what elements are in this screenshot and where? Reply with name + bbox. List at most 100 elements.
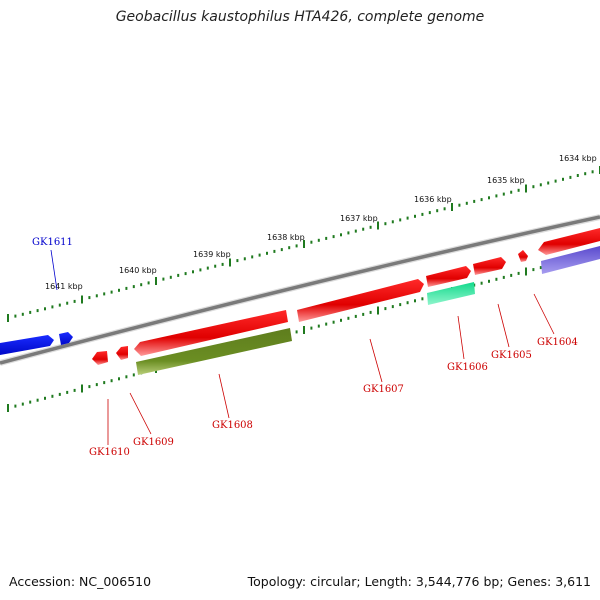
outer-minor-tick xyxy=(169,275,172,279)
gene-gk1611[interactable] xyxy=(0,332,73,355)
outer-minor-tick xyxy=(562,177,564,181)
inner-minor-tick xyxy=(362,312,365,316)
inner-major-tick xyxy=(81,384,83,393)
gene-gk1608-product[interactable] xyxy=(136,328,292,375)
outer-minor-tick xyxy=(236,259,239,263)
outer-major-tick xyxy=(229,258,231,267)
outer-minor-tick xyxy=(243,257,246,261)
outer-minor-tick xyxy=(214,264,217,268)
inner-minor-tick xyxy=(66,390,69,394)
outer-minor-tick xyxy=(147,281,150,285)
inner-minor-tick xyxy=(510,273,513,277)
outer-major-tick xyxy=(155,277,157,285)
outer-minor-tick xyxy=(310,240,313,244)
label-gk1610: GK1610 xyxy=(89,447,130,458)
inner-minor-tick xyxy=(414,299,416,303)
outer-minor-tick xyxy=(480,198,483,202)
inner-minor-tick xyxy=(110,379,113,383)
outer-minor-tick xyxy=(36,309,39,313)
inner-minor-tick xyxy=(58,392,61,396)
outer-major-tick xyxy=(303,240,305,248)
inner-minor-tick xyxy=(325,322,328,326)
outer-minor-tick xyxy=(199,268,202,272)
inner-major-tick xyxy=(525,267,527,276)
kbp-label-1638: 1638 kbp xyxy=(267,233,305,242)
gene-gk1606-product[interactable] xyxy=(427,282,475,305)
inner-minor-tick xyxy=(132,373,135,377)
leader-gk1611 xyxy=(50,249,58,291)
inner-minor-tick xyxy=(539,266,542,270)
outer-minor-tick xyxy=(95,294,98,298)
inner-minor-tick xyxy=(354,314,357,318)
inner-major-tick xyxy=(377,306,379,315)
gene-gk1610[interactable] xyxy=(92,351,108,365)
outer-minor-tick xyxy=(184,272,187,276)
label-gk1604: GK1604 xyxy=(537,337,578,348)
kbp-label-1636: 1636 kbp xyxy=(414,195,452,204)
outer-minor-tick xyxy=(510,190,513,194)
leader-gk1607 xyxy=(369,338,383,383)
outer-minor-tick xyxy=(547,181,550,185)
outer-minor-tick xyxy=(162,277,165,281)
outer-minor-tick xyxy=(473,199,476,203)
inner-minor-tick xyxy=(369,310,372,314)
inner-minor-tick xyxy=(488,279,490,283)
outer-minor-tick xyxy=(399,218,402,222)
gene-gk1604[interactable] xyxy=(538,228,600,255)
inner-minor-tick xyxy=(14,404,17,408)
outer-minor-tick xyxy=(340,233,342,237)
outer-minor-tick xyxy=(103,292,106,296)
inner-major-tick xyxy=(303,326,305,334)
outer-minor-tick xyxy=(465,201,468,205)
gene-gk1606-forward[interactable] xyxy=(426,266,471,287)
leader-gk1604 xyxy=(533,293,555,335)
genome-summary-text: Topology: circular; Length: 3,544,776 bp… xyxy=(247,574,591,589)
inner-minor-tick xyxy=(391,305,394,309)
gene-gk1608-red[interactable] xyxy=(134,310,288,356)
kbp-label-1641: 1641 kbp xyxy=(45,282,83,291)
outer-minor-tick xyxy=(428,211,431,215)
inner-minor-tick xyxy=(310,326,313,330)
inner-minor-tick xyxy=(517,271,520,275)
outer-minor-tick xyxy=(221,262,224,266)
outer-minor-tick xyxy=(125,286,128,290)
outer-major-tick xyxy=(451,203,453,211)
outer-major-tick xyxy=(525,184,527,193)
outer-minor-tick xyxy=(576,174,579,177)
gene-gk1604-small[interactable] xyxy=(518,250,528,262)
outer-minor-tick xyxy=(21,312,24,316)
inner-minor-tick xyxy=(406,301,409,305)
outer-minor-tick xyxy=(51,305,54,309)
gene-gk1609[interactable] xyxy=(116,346,128,360)
outer-minor-tick xyxy=(332,235,335,239)
inner-minor-tick xyxy=(317,324,320,328)
inner-minor-tick xyxy=(399,303,402,307)
kbp-label-1637: 1637 kbp xyxy=(340,214,378,223)
outer-minor-tick xyxy=(288,246,291,250)
outer-minor-tick xyxy=(347,231,350,235)
outer-minor-tick xyxy=(140,283,143,287)
gene-gk1605[interactable] xyxy=(473,257,506,275)
label-gk1608: GK1608 xyxy=(212,420,253,431)
outer-minor-tick xyxy=(66,301,69,305)
inner-tick-track xyxy=(7,248,600,412)
inner-minor-tick xyxy=(36,398,39,402)
inner-minor-tick xyxy=(103,381,106,385)
outer-minor-tick xyxy=(73,299,76,303)
outer-minor-tick xyxy=(384,222,387,226)
gene-gk1607[interactable] xyxy=(297,279,424,322)
inner-minor-tick xyxy=(44,396,46,400)
outer-minor-tick xyxy=(569,175,572,179)
outer-minor-tick xyxy=(110,290,113,294)
outer-major-tick xyxy=(81,295,83,304)
outer-minor-tick xyxy=(436,209,439,213)
outer-minor-tick xyxy=(443,207,446,211)
outer-minor-tick xyxy=(266,251,268,255)
outer-minor-tick xyxy=(414,214,416,218)
outer-minor-tick xyxy=(532,185,535,189)
inner-minor-tick xyxy=(495,277,498,281)
inner-minor-tick xyxy=(332,320,335,324)
gene-gk1604-product[interactable] xyxy=(541,246,600,274)
outer-minor-tick xyxy=(132,285,135,289)
